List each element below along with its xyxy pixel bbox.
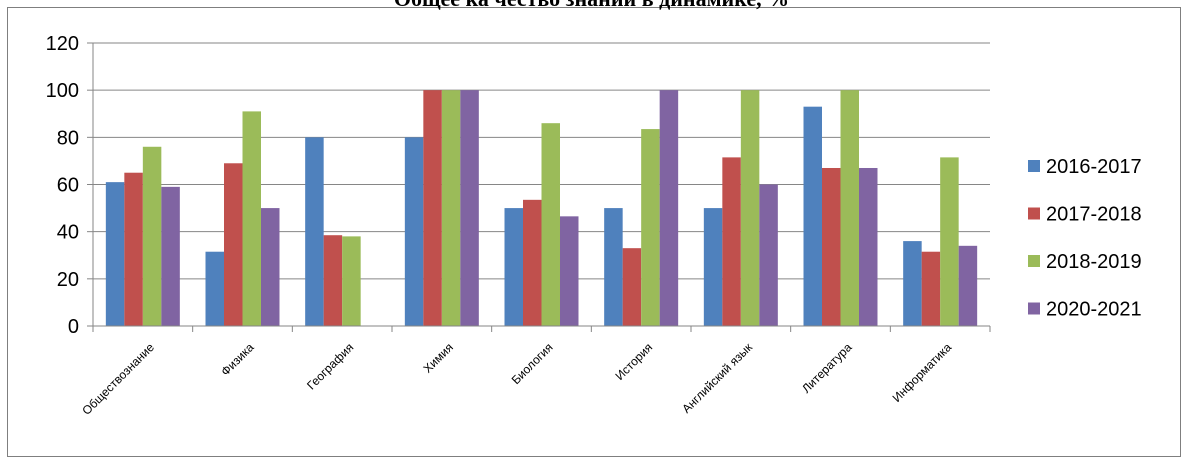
x-category-label: Информатика xyxy=(890,340,955,405)
bar xyxy=(242,111,261,327)
legend-label: 2017-2018 xyxy=(1046,204,1142,226)
bar xyxy=(958,245,978,326)
x-category-label: Физика xyxy=(218,340,257,379)
bar xyxy=(161,186,180,326)
bar xyxy=(404,137,424,326)
bar xyxy=(740,90,760,327)
chart-title: Общее ка чество знаний в динамике, % xyxy=(0,0,1183,12)
x-category-label: Биология xyxy=(509,340,556,387)
bar xyxy=(859,167,878,326)
chart-frame xyxy=(7,7,1181,457)
legend-label: 2016-2017 xyxy=(1046,156,1142,178)
bar xyxy=(504,208,523,326)
bar xyxy=(822,167,841,326)
bar xyxy=(622,248,642,326)
bar xyxy=(903,241,922,326)
x-category-label: Химия xyxy=(420,340,455,375)
bar xyxy=(423,90,442,327)
bar xyxy=(659,90,679,327)
x-category-label: Литература xyxy=(799,340,855,396)
y-tick-label: 0 xyxy=(68,316,79,338)
legend-swatch xyxy=(1028,255,1040,267)
x-axis-categories: Обществознание Физика География Химия Биолог… xyxy=(79,340,954,418)
bar xyxy=(921,251,941,326)
x-category-label: География xyxy=(304,340,356,392)
bar xyxy=(142,146,162,326)
bar xyxy=(124,172,143,326)
bar xyxy=(261,208,280,326)
bar xyxy=(323,235,343,326)
x-category-label: История xyxy=(612,340,655,383)
bar xyxy=(460,90,479,327)
bar xyxy=(105,182,125,326)
legend-label: 2018-2019 xyxy=(1046,251,1142,273)
x-category-label: Английский язык xyxy=(679,340,755,416)
bar xyxy=(541,123,560,326)
bars xyxy=(105,90,978,327)
bar xyxy=(523,199,542,326)
bar xyxy=(305,137,324,326)
legend-swatch xyxy=(1028,302,1040,315)
bar xyxy=(224,163,243,326)
bar xyxy=(441,90,461,327)
bar xyxy=(840,90,859,327)
x-category-label: Обществознание xyxy=(79,340,157,418)
y-tick-label: 60 xyxy=(57,175,79,197)
y-axis-ticks: 0 20 40 60 80 100 120 xyxy=(46,33,93,338)
bar xyxy=(703,208,723,326)
bar xyxy=(342,236,361,326)
bar xyxy=(940,157,959,326)
bar xyxy=(803,106,822,326)
bar xyxy=(722,157,741,326)
legend-swatch xyxy=(1028,160,1040,172)
legend-label: 2020-2021 xyxy=(1046,299,1142,321)
y-tick-label: 40 xyxy=(57,222,79,244)
legend-swatch xyxy=(1028,207,1040,220)
legend: 2016-2017 2017-2018 2018-2019 2020-2021 xyxy=(1028,156,1142,321)
bar xyxy=(641,129,660,326)
bar xyxy=(604,208,623,326)
bar xyxy=(205,251,224,326)
bar xyxy=(759,184,778,326)
bar xyxy=(560,216,579,326)
y-tick-label: 80 xyxy=(57,127,79,149)
y-tick-label: 120 xyxy=(46,33,79,55)
y-tick-label: 100 xyxy=(46,80,79,102)
y-tick-label: 20 xyxy=(57,269,79,291)
